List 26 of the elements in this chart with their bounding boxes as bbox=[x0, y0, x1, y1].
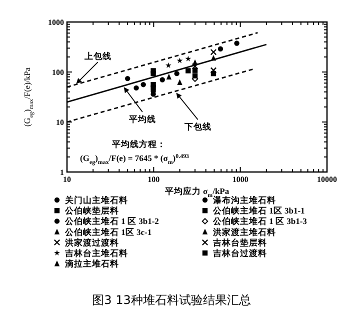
y-tick-label: 1000 bbox=[48, 18, 64, 27]
legend-label: 洪家渡过渡料 bbox=[64, 237, 119, 248]
legend-label: 吉林台过渡料 bbox=[212, 248, 267, 258]
x-tick-label: 100 bbox=[148, 175, 160, 184]
x-tick-label: 10 bbox=[63, 175, 71, 184]
legend-label: 公伯峡主堆石 1区 3b1-1 bbox=[212, 206, 305, 216]
annotation: 上包线 bbox=[83, 51, 112, 62]
y-tick-label: 100 bbox=[52, 68, 64, 77]
legend-label: 公伯峡主堆石 1区 3c-1 bbox=[64, 226, 152, 237]
x-tick-label: 10000 bbox=[317, 175, 337, 184]
legend-label: 滴拉主堆石料 bbox=[64, 258, 119, 269]
text: 图3 13种堆石料试验结果汇总 bbox=[92, 293, 251, 307]
legend-label: 吉林台垫层料 bbox=[212, 237, 267, 248]
y-tick-label: 10 bbox=[56, 118, 64, 127]
annotation: 平均线方程： bbox=[111, 139, 166, 149]
legend-label: 关门山主堆石料 bbox=[64, 195, 128, 205]
legend-label: 公伯峡垫层料 bbox=[64, 206, 119, 216]
annotation: 平均线 bbox=[128, 114, 156, 124]
legend-label: 公伯峡主堆石 1 区 3b1-3 bbox=[212, 216, 307, 226]
y-tick-label: 1 bbox=[60, 168, 64, 177]
annotation: (G$_{eg}$)$_{max}$/F(e) = 7645 * (σ$_{m}$)$^{0.493}$ bbox=[80, 153, 190, 166]
legend-label: 吉林台主堆石料 bbox=[64, 248, 128, 258]
annotation: 下包线 bbox=[183, 122, 212, 132]
x-tick-label: 1000 bbox=[232, 175, 248, 184]
legend-label: 洪家渡主堆石料 bbox=[212, 226, 276, 237]
legend-label: 公伯峡主堆石 1 区 3b1-2 bbox=[64, 216, 159, 226]
